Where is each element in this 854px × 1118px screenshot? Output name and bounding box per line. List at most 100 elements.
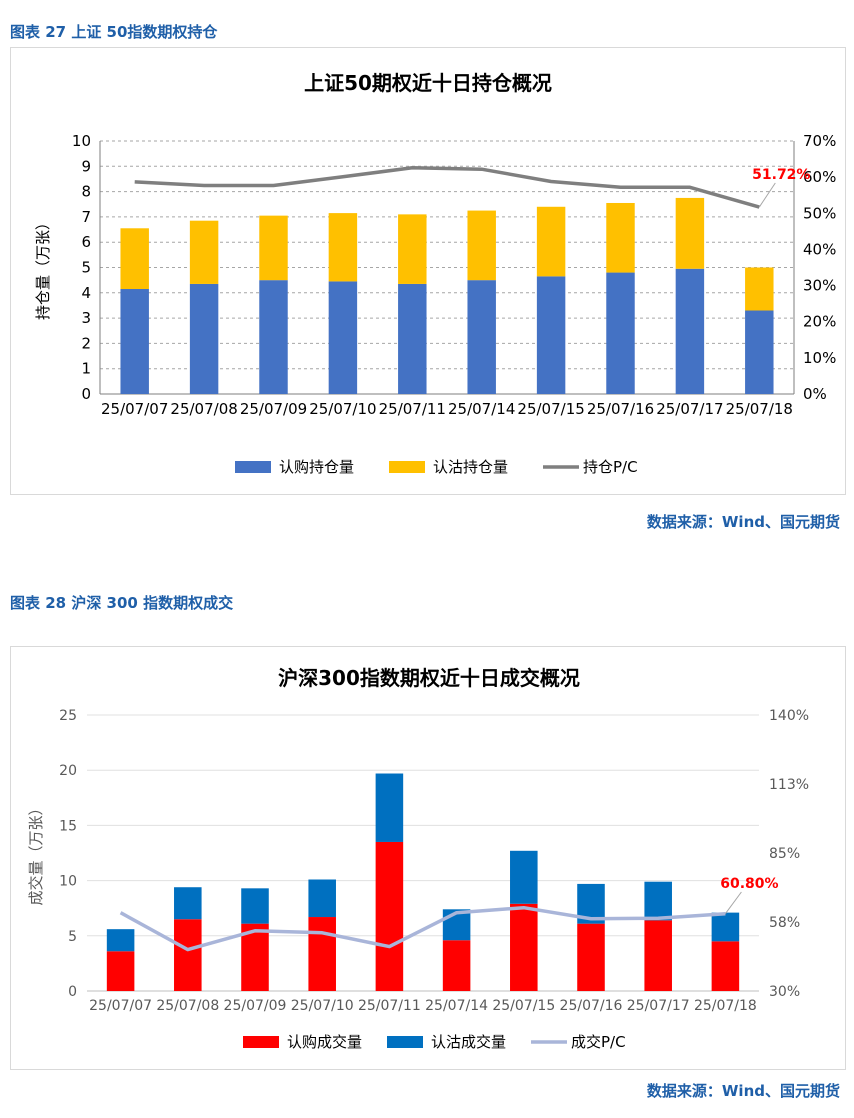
y2-tick-label: 10% — [803, 349, 836, 367]
x-tick-label: 25/07/10 — [309, 400, 376, 418]
y2-tick-label: 30% — [803, 277, 836, 295]
bar-put — [606, 202, 635, 273]
bar-put — [398, 214, 427, 284]
y2-tick-label: 30% — [769, 984, 800, 1000]
bar-put — [510, 850, 538, 904]
bar-call — [675, 268, 705, 394]
bar-put — [174, 887, 202, 920]
bar-call — [745, 310, 774, 394]
x-tick-label: 25/07/18 — [694, 998, 757, 1014]
bar-call — [644, 920, 672, 991]
bar-call — [328, 281, 358, 394]
bar-put — [241, 888, 269, 924]
y-tick-label: 0 — [68, 984, 77, 1000]
bar-call — [467, 280, 496, 394]
legend-label: 认沽成交量 — [431, 1033, 506, 1051]
legend-swatch — [243, 1036, 279, 1048]
x-tick-label: 25/07/08 — [156, 998, 219, 1014]
x-tick-label: 25/07/16 — [587, 400, 654, 418]
x-tick-label: 25/07/16 — [560, 998, 623, 1014]
bar-call — [189, 283, 219, 394]
y2-tick-label: 60% — [803, 168, 836, 186]
y-tick-label: 10 — [72, 132, 91, 150]
bar-put — [259, 215, 288, 281]
y2-tick-label: 70% — [803, 132, 836, 150]
y-tick-label: 7 — [81, 208, 91, 226]
bar-put — [536, 206, 566, 277]
chart1-svg: 上证50期权近十日持仓概况 0 1 2 3 4 5 6 7 8 9 10 0% 10% 20% 30% 40% 5… — [34, 71, 836, 476]
bar-put — [106, 929, 135, 952]
chart1-frame: 上证50期权近十日持仓概况 0 1 2 3 4 5 6 7 8 9 10 0% 10% 20% 30% 40% 5… — [10, 47, 846, 495]
y2-tick-label: 20% — [803, 313, 836, 331]
y-tick-label: 25 — [59, 708, 77, 724]
bar-put — [328, 213, 358, 282]
legend-swatch — [235, 461, 271, 473]
bar-put — [467, 210, 496, 281]
bar-put — [189, 220, 219, 284]
y2-tick-label: 85% — [769, 846, 800, 862]
x-tick-label: 25/07/17 — [627, 998, 690, 1014]
bar-put — [711, 912, 740, 942]
legend-swatch — [389, 461, 425, 473]
legend-label: 认购持仓量 — [279, 458, 354, 476]
y-tick-label: 10 — [59, 874, 77, 890]
y2-tick-label: 0% — [803, 385, 827, 403]
bar-put — [120, 228, 149, 290]
chart2-svg: 沪深300指数期权近十日成交概况 0 5 10 15 20 25 30% 58% 85% 113% 1… — [27, 666, 809, 1051]
bar-call — [606, 272, 635, 394]
y-axis-label: 持仓量（万张） — [34, 215, 52, 320]
annotation-leader — [724, 891, 742, 915]
x-tick-label: 25/07/09 — [240, 400, 307, 418]
y-tick-label: 1 — [81, 360, 91, 378]
y-tick-label: 5 — [81, 259, 91, 277]
bar-call — [398, 283, 427, 394]
x-tick-label: 25/07/18 — [726, 400, 793, 418]
annotation-leader — [758, 182, 776, 208]
bar-call — [259, 280, 288, 394]
y-tick-label: 6 — [81, 233, 91, 251]
figure2-source: 数据来源：Wind、国元期货 — [646, 1082, 840, 1100]
bar-call — [375, 841, 404, 991]
pc-line — [134, 165, 760, 209]
legend-label: 认沽持仓量 — [433, 458, 508, 476]
x-tick-label: 25/07/15 — [517, 400, 584, 418]
bar-call — [510, 903, 538, 991]
bar-call — [174, 919, 202, 991]
x-tick-label: 25/07/08 — [170, 400, 237, 418]
bar-call — [120, 289, 149, 394]
y-tick-label: 9 — [81, 157, 91, 175]
annotation-label: 60.80% — [720, 876, 778, 892]
y-tick-label: 8 — [81, 183, 91, 201]
y2-tick-label: 40% — [803, 240, 836, 258]
x-tick-label: 25/07/17 — [656, 400, 723, 418]
bar-call — [711, 941, 740, 991]
y-tick-label: 4 — [81, 284, 91, 302]
y-tick-label: 20 — [59, 763, 77, 779]
figure1-source: 数据来源：Wind、国元期货 — [646, 513, 840, 531]
pc-line — [119, 905, 726, 952]
bar-put — [745, 267, 774, 311]
y2-tick-label: 113% — [769, 777, 809, 793]
figure2-caption: 图表 28 沪深 300 指数期权成交 — [10, 594, 234, 612]
bar-call — [536, 276, 566, 394]
y-tick-label: 3 — [81, 309, 91, 327]
y-tick-label: 15 — [59, 818, 77, 834]
bar-put — [375, 773, 404, 842]
x-tick-label: 25/07/14 — [425, 998, 488, 1014]
figure1-caption: 图表 27 上证 50指数期权持仓 — [10, 23, 218, 41]
bar-call — [577, 923, 605, 991]
y-tick-label: 5 — [68, 929, 77, 945]
x-tick-label: 25/07/09 — [224, 998, 287, 1014]
x-tick-label: 25/07/07 — [89, 998, 152, 1014]
legend-label: 成交P/C — [571, 1033, 626, 1051]
x-tick-label: 25/07/10 — [291, 998, 354, 1014]
x-tick-label: 25/07/15 — [492, 998, 555, 1014]
x-tick-label: 25/07/11 — [358, 998, 421, 1014]
bar-put — [644, 881, 672, 921]
y-tick-label: 2 — [81, 334, 91, 352]
chart2-frame: 沪深300指数期权近十日成交概况 0 5 10 15 20 25 30% 58% 85% 113% 1… — [10, 646, 846, 1070]
y2-tick-label: 140% — [769, 708, 809, 724]
y2-tick-label: 58% — [769, 915, 800, 931]
bar-put — [308, 879, 336, 918]
chart-title: 上证50期权近十日持仓概况 — [304, 71, 552, 95]
